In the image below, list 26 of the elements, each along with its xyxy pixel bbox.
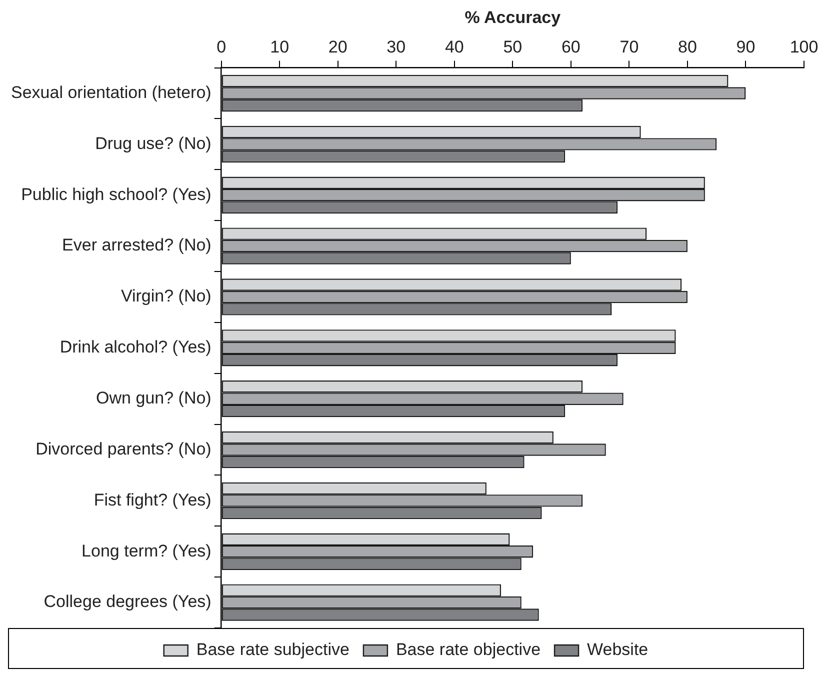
legend-label: Website — [587, 640, 648, 660]
y-tick-label: Sexual orientation (hetero) — [10, 82, 212, 102]
x-tick-label: 10 — [270, 37, 290, 56]
y-tick-label: Own gun? (No) — [96, 388, 212, 408]
legend-label: Base rate objective — [396, 640, 541, 660]
x-tick-label: 90 — [736, 37, 756, 56]
x-axis-title: % Accuracy — [464, 8, 562, 27]
y-tick-label: College degrees (Yes) — [44, 592, 212, 612]
x-tick-label: 70 — [620, 37, 639, 56]
y-tick-label: Ever arrested? (No) — [62, 236, 212, 255]
x-tick-label: 50 — [503, 37, 522, 56]
x-tick-label: 0 — [216, 37, 226, 56]
x-tick-label: 40 — [444, 37, 464, 56]
x-tick-label: 30 — [386, 37, 406, 56]
y-tick-label: Drug use? (No) — [95, 134, 212, 153]
x-tick-label: 100 — [790, 37, 818, 56]
y-tick-label: Long term? (Yes) — [82, 541, 212, 560]
y-tick-label: Virgin? (No) — [120, 286, 212, 306]
x-tick-label: 20 — [328, 37, 348, 56]
y-tick-label: Drink alcohol? (Yes) — [60, 338, 212, 357]
y-tick-label: Public high school? (Yes) — [21, 184, 212, 204]
y-tick-label: Fist fight? (Yes) — [94, 490, 212, 510]
x-tick-label: 80 — [678, 37, 697, 56]
x-tick-label: 60 — [561, 37, 580, 56]
y-tick-label: Divorced parents? (No) — [36, 439, 212, 458]
legend-label: Base rate subjective — [196, 640, 350, 660]
